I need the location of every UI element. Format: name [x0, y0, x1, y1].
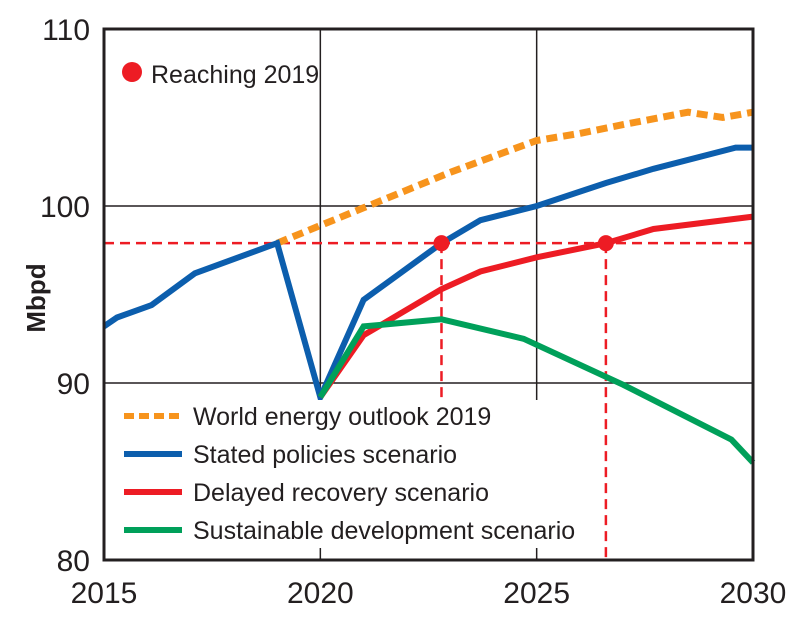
x-tick-label-2020: 2020: [287, 577, 354, 610]
x-tick-label-2015: 2015: [71, 577, 138, 610]
legend-label-3: Delayed recovery scenario: [193, 479, 489, 507]
y-tick-label-90: 90: [57, 368, 90, 401]
legend-background: [106, 400, 580, 558]
annotation-label: Reaching 2019: [151, 61, 319, 89]
series-line-4: [317, 316, 756, 465]
legend: World energy outlook 2019 Stated policies…: [124, 403, 575, 545]
y-tick-label-100: 100: [40, 191, 90, 224]
annotation-key: Reaching 2019: [122, 61, 319, 89]
reaching-marker-1: [433, 235, 450, 252]
plot-frame: [102, 27, 755, 562]
series-line-2: [102, 144, 753, 407]
y-tick-label-80: 80: [57, 545, 90, 578]
x-tick-label-2025: 2025: [503, 577, 570, 610]
series-lines: [102, 108, 756, 465]
reaching-marker-2: [597, 235, 614, 252]
y-tick-label-110: 110: [42, 14, 90, 47]
x-tick-label-2030: 2030: [720, 577, 787, 610]
legend-label-2: Stated policies scenario: [193, 441, 457, 469]
y-axis-label: Mbpd: [21, 263, 51, 332]
legend-label-4: Sustainable development scenario: [193, 517, 575, 545]
reaching-markers: [433, 235, 614, 252]
reaching-marker-icon: [122, 62, 142, 82]
series-line-1: [275, 108, 754, 247]
legend-label-1: World energy outlook 2019: [193, 403, 491, 431]
axis-ticks: 2015 2020 2025 2030 80 90 100 110: [40, 14, 786, 610]
